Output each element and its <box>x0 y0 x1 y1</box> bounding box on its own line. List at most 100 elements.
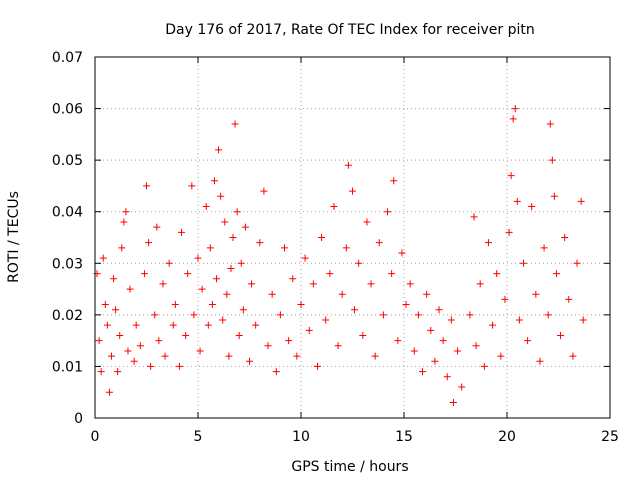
data-point <box>505 228 513 236</box>
x-tick-label: 15 <box>395 429 413 445</box>
data-point <box>363 218 371 226</box>
data-point <box>371 352 379 360</box>
data-point <box>375 239 383 247</box>
data-point <box>466 311 474 319</box>
data-point <box>114 368 122 376</box>
data-point <box>231 120 239 128</box>
data-point <box>105 388 113 396</box>
data-point <box>351 306 359 314</box>
data-point <box>206 244 214 252</box>
data-point <box>184 270 192 278</box>
data-point <box>322 316 330 324</box>
data-point <box>507 172 515 180</box>
x-tick-label: 10 <box>292 429 310 445</box>
y-tick-label: 0.04 <box>52 205 83 221</box>
data-point <box>509 115 517 123</box>
y-tick-label: 0.06 <box>52 102 83 118</box>
data-point <box>349 187 356 195</box>
data-point <box>579 316 587 324</box>
data-point <box>153 223 161 231</box>
data-point <box>272 368 280 376</box>
data-point <box>528 203 536 211</box>
data-point <box>112 306 120 314</box>
data-point <box>326 270 334 278</box>
data-point <box>388 270 396 278</box>
y-tick-labels: 0 0.01 0.02 0.03 0.04 0.05 0.06 0.07 <box>52 50 83 427</box>
chart-title: Day 176 of 2017, Rate Of TEC Index for r… <box>165 22 535 38</box>
data-point <box>552 270 560 278</box>
data-point <box>536 357 544 365</box>
data-point <box>293 352 301 360</box>
data-point <box>241 223 249 231</box>
axis-ticks <box>94 56 611 419</box>
data-point <box>223 290 231 298</box>
data-point <box>561 234 569 241</box>
data-point <box>190 311 198 319</box>
data-point <box>285 337 293 345</box>
x-tick-label: 25 <box>601 429 619 445</box>
x-axis-label: GPS time / hours <box>291 459 408 475</box>
data-point <box>120 218 128 226</box>
y-tick-label: 0.01 <box>52 359 83 375</box>
data-point <box>178 228 186 236</box>
data-point <box>237 259 245 267</box>
data-point <box>124 347 132 355</box>
data-point <box>188 182 196 190</box>
data-point <box>161 352 169 360</box>
data-point <box>281 244 289 252</box>
data-point <box>171 301 179 309</box>
y-axis-label: ROTI / TECUs <box>6 191 22 283</box>
data-point <box>355 259 363 267</box>
data-point <box>384 208 392 216</box>
data-point <box>470 213 478 221</box>
data-point <box>342 244 350 252</box>
data-point <box>548 156 556 164</box>
data-point <box>439 337 447 345</box>
data-point <box>476 280 484 288</box>
data-point <box>118 244 126 252</box>
data-point <box>565 295 573 303</box>
data-point <box>99 254 107 262</box>
data-point <box>289 275 297 283</box>
data-point <box>165 259 173 267</box>
data-point <box>569 352 577 360</box>
data-point <box>423 290 431 298</box>
data-point <box>132 321 140 329</box>
data-point <box>532 290 540 298</box>
data-point <box>208 301 216 309</box>
data-point <box>159 280 167 288</box>
data-point <box>221 218 229 226</box>
data-point <box>227 264 235 272</box>
data-point <box>449 399 457 407</box>
data-point <box>198 285 206 293</box>
data-point <box>513 197 521 205</box>
x-tick-labels: 0 5 10 15 20 25 <box>91 429 619 445</box>
data-point <box>215 146 223 154</box>
data-point <box>489 321 497 329</box>
data-point <box>379 311 387 319</box>
data-point <box>107 352 115 360</box>
data-point <box>147 362 155 370</box>
data-point <box>305 326 313 334</box>
data-point <box>239 306 247 314</box>
data-point <box>268 290 276 298</box>
data-point <box>175 362 183 370</box>
data-point <box>406 280 414 288</box>
data-point <box>235 331 243 339</box>
x-tick-label: 20 <box>498 429 516 445</box>
data-point <box>546 120 554 128</box>
data-point <box>550 192 558 200</box>
data-point <box>252 321 260 329</box>
data-point <box>394 337 402 345</box>
grid <box>95 57 610 418</box>
data-point <box>182 331 190 339</box>
data-point <box>454 347 462 355</box>
data-point <box>97 368 105 376</box>
data-points <box>93 105 587 407</box>
data-point <box>276 311 284 319</box>
data-point <box>493 270 501 278</box>
data-point <box>435 306 443 314</box>
data-point <box>95 337 103 345</box>
data-point <box>151 311 159 319</box>
data-point <box>233 208 241 216</box>
